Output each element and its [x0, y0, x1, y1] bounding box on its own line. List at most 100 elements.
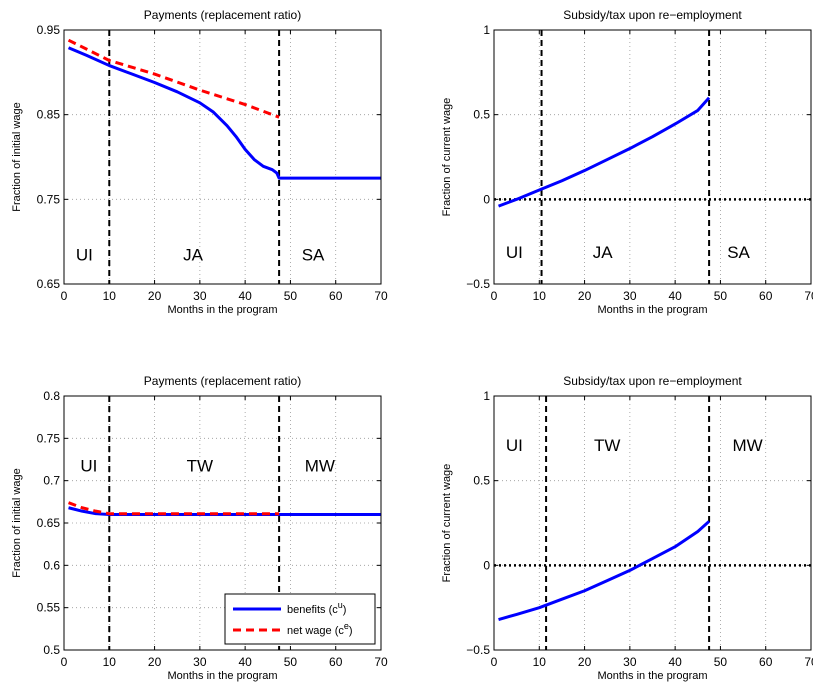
legend: benefits (cu)net wage (ce) [224, 593, 376, 645]
legend-box [224, 593, 376, 645]
chart-panel-4: 010203040506070−0.500.51UITWMWSubsidy/ta… [441, 374, 813, 682]
x-tick-label: 40 [238, 289, 252, 303]
legend-label-sup: u [338, 600, 343, 610]
x-tick-label: 0 [491, 655, 498, 669]
y-axis-label: Fraction of initial wage [11, 102, 23, 211]
chart-title: Payments (replacement ratio) [144, 8, 301, 22]
x-tick-label: 60 [759, 655, 773, 669]
legend-label-text: benefits (c [287, 604, 338, 616]
x-tick-label: 30 [193, 289, 207, 303]
regime-label: JA [593, 243, 614, 262]
series-line-benefits [67, 46, 381, 180]
y-tick-label: 0.6 [43, 558, 60, 572]
y-axis-label: Fraction of current wage [441, 98, 453, 217]
x-tick-label: 20 [148, 289, 162, 303]
axes-frame [63, 29, 382, 285]
x-axis-label: Months in the program [167, 670, 277, 682]
regime-label: UI [76, 245, 93, 264]
regime-label: UI [506, 436, 523, 455]
legend-label-close: ) [349, 625, 353, 637]
x-tick-label: 20 [148, 655, 162, 669]
y-tick-label: 0.95 [37, 23, 61, 37]
x-tick-label: 60 [329, 655, 343, 669]
y-tick-label: 0.5 [43, 643, 60, 657]
regime-label: SA [727, 243, 750, 262]
y-tick-label: 1 [483, 389, 490, 403]
y-axis-label: Fraction of current wage [441, 464, 453, 583]
y-tick-label: 0.75 [37, 192, 61, 206]
series-line-net-wage [68, 501, 280, 516]
x-tick-label: 70 [374, 289, 388, 303]
legend-label: benefits (cu) [287, 600, 346, 616]
chart-panel-1: 0 10 20 30 40 50 60 70 0.65 0.75 0.85 0.95 UI JA SA Pay… [11, 8, 388, 316]
chart-panel-2: 010203040506070−0.500.51UIJASASubsidy/ta… [441, 8, 813, 316]
regime-label: UI [80, 456, 97, 475]
x-tick-label: 30 [193, 655, 207, 669]
y-axis-label: Fraction of initial wage [11, 468, 23, 577]
y-tick-label: 0.5 [473, 474, 490, 488]
plot-area [64, 30, 381, 284]
x-tick-label: 50 [284, 289, 298, 303]
x-tick-label: 30 [623, 289, 637, 303]
x-tick-label: 30 [623, 655, 637, 669]
x-axis-label: Months in the program [597, 304, 707, 316]
x-tick-label: 40 [238, 655, 252, 669]
regime-label: MW [732, 436, 762, 455]
x-tick-label: 0 [61, 289, 68, 303]
legend-label-close: ) [343, 604, 347, 616]
y-tick-label: 0.65 [37, 516, 61, 530]
regime-label: TW [187, 456, 213, 475]
x-tick-label: 10 [533, 289, 547, 303]
regime-label: MW [305, 456, 335, 475]
x-tick-label: 10 [533, 655, 547, 669]
y-tick-label: 0.7 [43, 474, 60, 488]
y-tick-label: 0.65 [37, 277, 61, 291]
x-tick-label: 40 [668, 655, 682, 669]
x-tick-label: 20 [578, 655, 592, 669]
x-tick-label: 20 [578, 289, 592, 303]
x-tick-label: 70 [804, 289, 813, 303]
chart-panel-3: 0 10 20 30 40 50 60 70 0.5 0.55 0.6 0.65 0.7 0.75 0.8 U… [11, 374, 388, 682]
y-tick-label: 0 [483, 558, 490, 572]
y-tick-label: 1 [483, 23, 490, 37]
x-tick-label: 0 [491, 289, 498, 303]
y-tick-label: −0.5 [466, 277, 490, 291]
legend-label-text: net wage (c [287, 625, 344, 637]
y-tick-label: −0.5 [466, 643, 490, 657]
chart-title: Subsidy/tax upon re−employment [563, 374, 742, 388]
axes-frame [493, 29, 812, 285]
axes-frame [493, 395, 812, 651]
plot-area [494, 396, 811, 650]
x-tick-label: 70 [374, 655, 388, 669]
x-tick-label: 70 [804, 655, 813, 669]
x-tick-label: 50 [714, 655, 728, 669]
regime-label: SA [302, 245, 325, 264]
chart-title: Subsidy/tax upon re−employment [563, 8, 742, 22]
regime-label: UI [506, 243, 523, 262]
x-tick-label: 10 [103, 289, 117, 303]
y-tick-label: 0.85 [37, 108, 61, 122]
y-tick-label: 0.55 [37, 601, 61, 615]
chart-title: Payments (replacement ratio) [144, 374, 301, 388]
legend-label-sup: e [344, 621, 349, 631]
x-tick-label: 50 [714, 289, 728, 303]
plot-area [494, 30, 811, 284]
y-tick-label: 0.75 [37, 431, 61, 445]
x-tick-label: 0 [61, 655, 68, 669]
x-tick-label: 50 [284, 655, 298, 669]
series-line-subsidy [498, 520, 711, 621]
regime-label: JA [183, 245, 204, 264]
regime-label: TW [594, 436, 620, 455]
legend-label: net wage (ce) [287, 621, 353, 637]
y-tick-label: 0.8 [43, 389, 60, 403]
y-tick-label: 0 [483, 192, 490, 206]
x-tick-label: 40 [668, 289, 682, 303]
x-tick-label: 60 [759, 289, 773, 303]
x-axis-label: Months in the program [597, 670, 707, 682]
x-tick-label: 10 [103, 655, 117, 669]
x-tick-label: 60 [329, 289, 343, 303]
series-line-subsidy [498, 96, 711, 208]
x-axis-label: Months in the program [167, 304, 277, 316]
y-tick-label: 0.5 [473, 108, 490, 122]
